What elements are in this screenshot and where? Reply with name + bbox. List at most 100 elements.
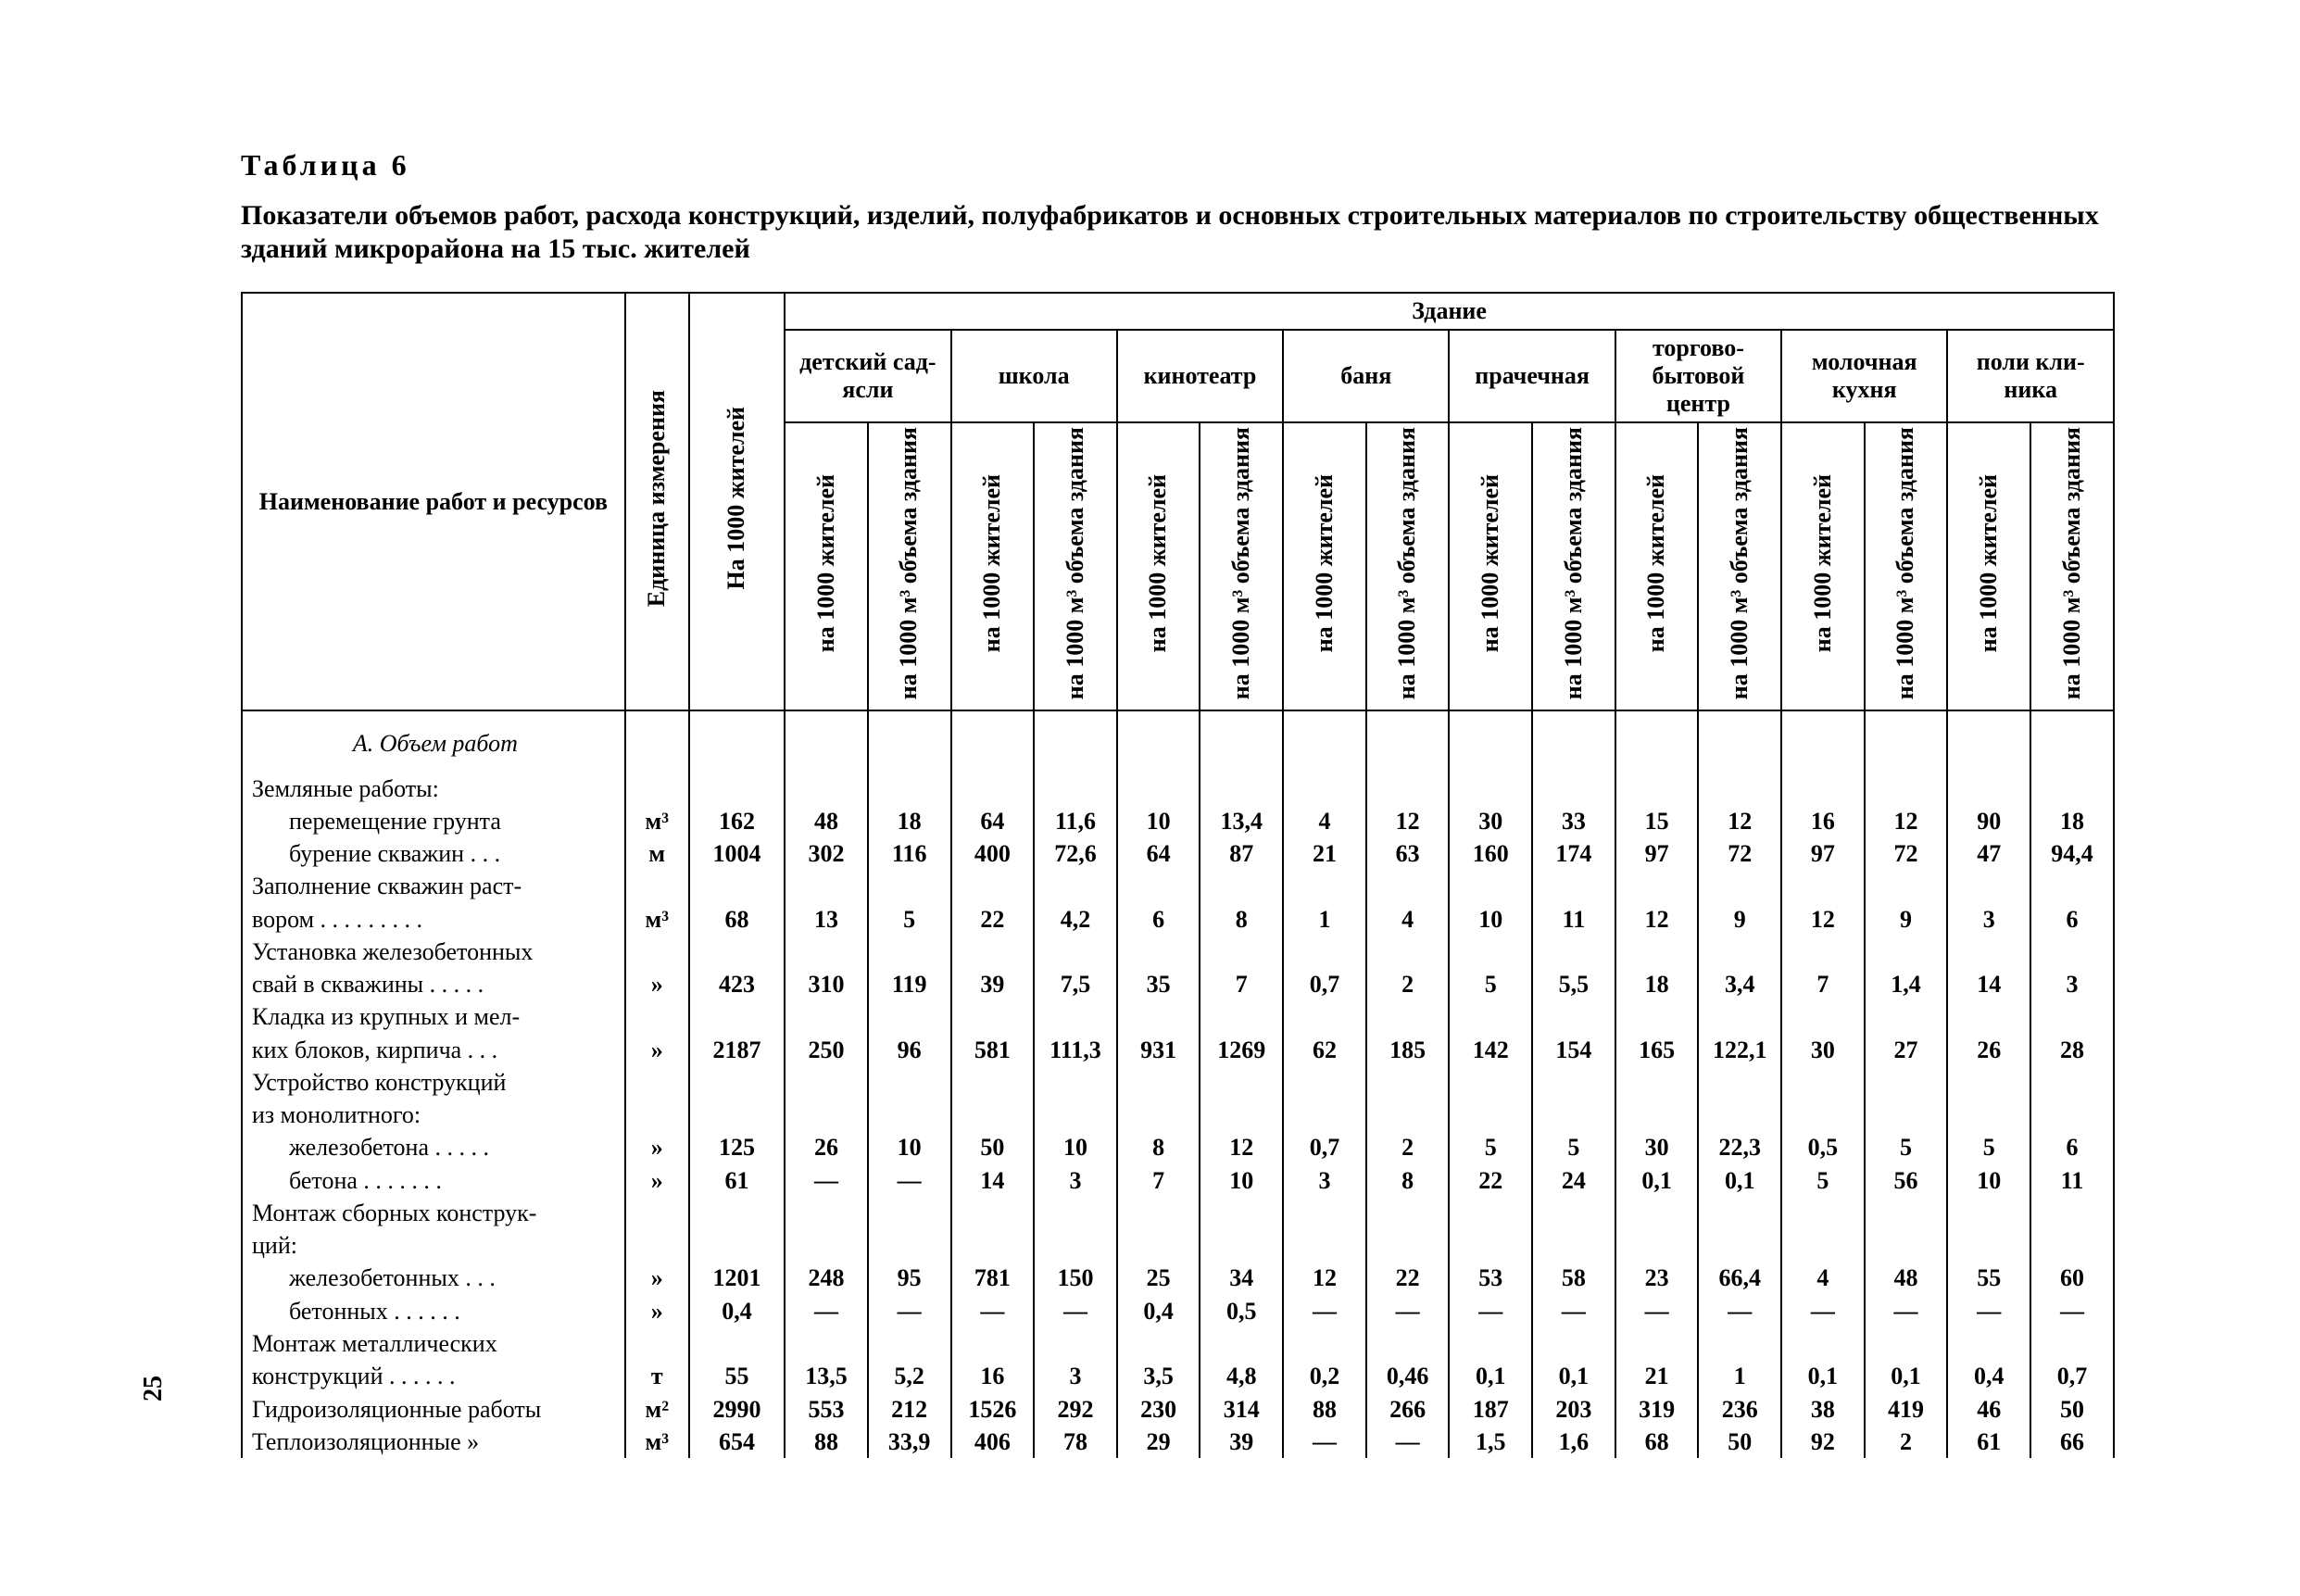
cell-total [689,1000,785,1033]
col-sub: на 1000 жителей [1283,422,1366,710]
cell: 111,3 [1034,1034,1117,1066]
cell: 50 [1698,1426,1781,1458]
cell-total: 0,4 [689,1295,785,1327]
cell: 1 [1283,903,1366,936]
cell-total: 423 [689,968,785,1000]
cell [1781,1099,1865,1131]
cell: 931 [1117,1034,1200,1066]
cell [1698,1229,1781,1262]
page-number: 25 [139,1376,169,1401]
cell: 10 [868,1131,951,1163]
cell-total [689,936,785,968]
col-unit: Единица измерения [625,293,689,710]
cell: 12 [1698,805,1781,837]
cell [1283,1197,1366,1229]
cell: 4,2 [1034,903,1117,936]
cell: 10 [1947,1164,2030,1197]
cell [1117,936,1200,968]
cell [868,710,951,772]
cell [1532,1000,1615,1033]
cell [1865,870,1948,902]
cell: 56 [1865,1164,1948,1197]
cell: 23 [1615,1262,1699,1294]
cell [1200,870,1283,902]
cell: — [1947,1295,2030,1327]
cell: 5 [1449,968,1532,1000]
cell [1283,773,1366,805]
data-table: Наименование работ и ресурсов Единица из… [241,292,2115,1458]
cell: 3 [1283,1164,1366,1197]
cell-total: 55 [689,1360,785,1392]
cell-total: 68 [689,903,785,936]
row-name: Монтаж сборных конструк- [242,1197,625,1229]
cell-total: 2990 [689,1393,785,1426]
cell: 95 [868,1262,951,1294]
cell [1200,773,1283,805]
cell [1034,1066,1117,1099]
cell: 0,1 [1781,1360,1865,1392]
cell: 39 [1200,1426,1283,1458]
cell: 87 [1200,837,1283,870]
row-name: свай в скважины . . . . . [242,968,625,1000]
cell [1532,1197,1615,1229]
cell: 230 [1117,1393,1200,1426]
cell-unit: м³ [625,805,689,837]
cell-unit: м [625,837,689,870]
cell-unit: » [625,968,689,1000]
cell [1781,1197,1865,1229]
cell: 406 [951,1426,1035,1458]
cell: 5 [1449,1131,1532,1163]
cell: 11,6 [1034,805,1117,837]
cell [1865,1066,1948,1099]
cell [1947,1327,2030,1360]
cell-total [689,1229,785,1262]
cell [1034,1000,1117,1033]
cell [1865,1327,1948,1360]
cell-total: 162 [689,805,785,837]
col-sub: на 1000 жителей [1449,422,1532,710]
cell [868,1066,951,1099]
cell: 266 [1366,1393,1450,1426]
cell [1283,1099,1366,1131]
row-name: конструкций . . . . . . [242,1360,625,1392]
cell [868,870,951,902]
cell: 174 [1532,837,1615,870]
cell-total: 2187 [689,1034,785,1066]
table-title: Показатели объемов работ, расхода констр… [241,199,2115,266]
col-sub: на 1000 м³ объема здания [1532,422,1615,710]
cell: 2 [1366,1131,1450,1163]
cell: 1269 [1200,1034,1283,1066]
cell [1200,1197,1283,1229]
cell [868,1327,951,1360]
col-building: детский сад-ясли [785,330,950,422]
cell [1034,870,1117,902]
col-sub: на 1000 жителей [1615,422,1699,710]
cell: — [1366,1426,1450,1458]
cell [1449,1197,1532,1229]
cell: 22 [1366,1262,1450,1294]
cell-unit [625,773,689,805]
cell: 419 [1865,1393,1948,1426]
cell: 1 [1698,1360,1781,1392]
cell: 97 [1615,837,1699,870]
cell: 55 [1947,1262,2030,1294]
cell [785,936,868,968]
cell [1947,1197,2030,1229]
cell [868,1099,951,1131]
cell: 33,9 [868,1426,951,1458]
cell [1034,1327,1117,1360]
cell-unit: » [625,1164,689,1197]
cell: 310 [785,968,868,1000]
cell: 10 [1200,1164,1283,1197]
cell: — [1283,1295,1366,1327]
row-name: бурение скважин . . . [242,837,625,870]
col-building: кинотеатр [1117,330,1283,422]
cell [868,936,951,968]
cell: 29 [1117,1426,1200,1458]
cell [2030,1066,2114,1099]
col-sub: на 1000 м³ объема здания [1366,422,1450,710]
cell: 11 [2030,1164,2114,1197]
cell [1698,936,1781,968]
col-sub: на 1000 жителей [1781,422,1865,710]
cell: 53 [1449,1262,1532,1294]
